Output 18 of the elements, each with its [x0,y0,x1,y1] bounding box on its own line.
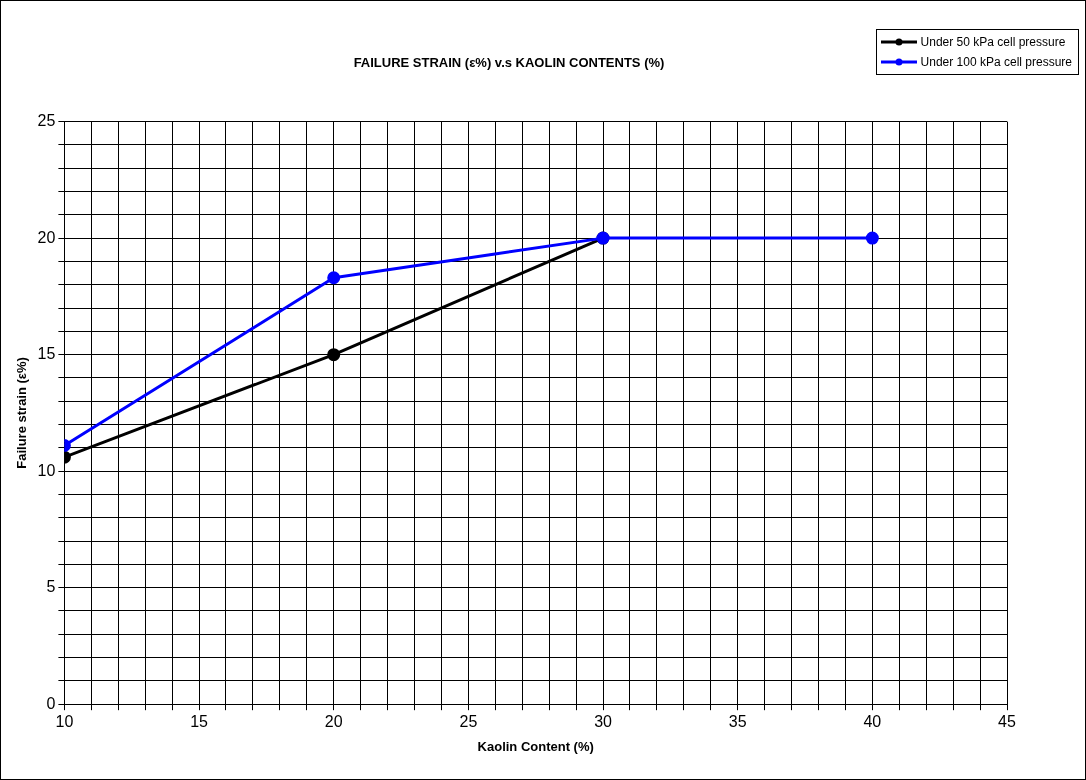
legend-label: Under 50 kPa cell pressure [920,34,1066,51]
x-tick-label: 15 [190,713,209,731]
y-tick-label: 10 [37,461,56,479]
y-tick-label: 0 [46,694,56,712]
x-tick-label: 35 [728,713,747,731]
legend-label: Under 100 kPa cell pressure [920,54,1072,71]
x-tick-label: 25 [459,713,478,731]
chart-title: FAILURE STRAIN (ε%) v.s KAOLIN CONTENTS (%) [353,55,665,71]
y-axis-title: Failure strain (ε%) [14,357,30,469]
x-tick-label: 30 [594,713,613,731]
x-tick-label: 20 [324,713,343,731]
y-tick-label: 5 [46,578,56,596]
y-tick-label: 20 [37,228,56,246]
x-axis-title: Kaolin Content (%) [477,738,594,754]
y-tick-label: 15 [37,345,56,363]
y-tick-label: 25 [37,112,56,130]
x-tick-label: 45 [998,713,1016,731]
x-tick-label: 40 [863,713,882,731]
